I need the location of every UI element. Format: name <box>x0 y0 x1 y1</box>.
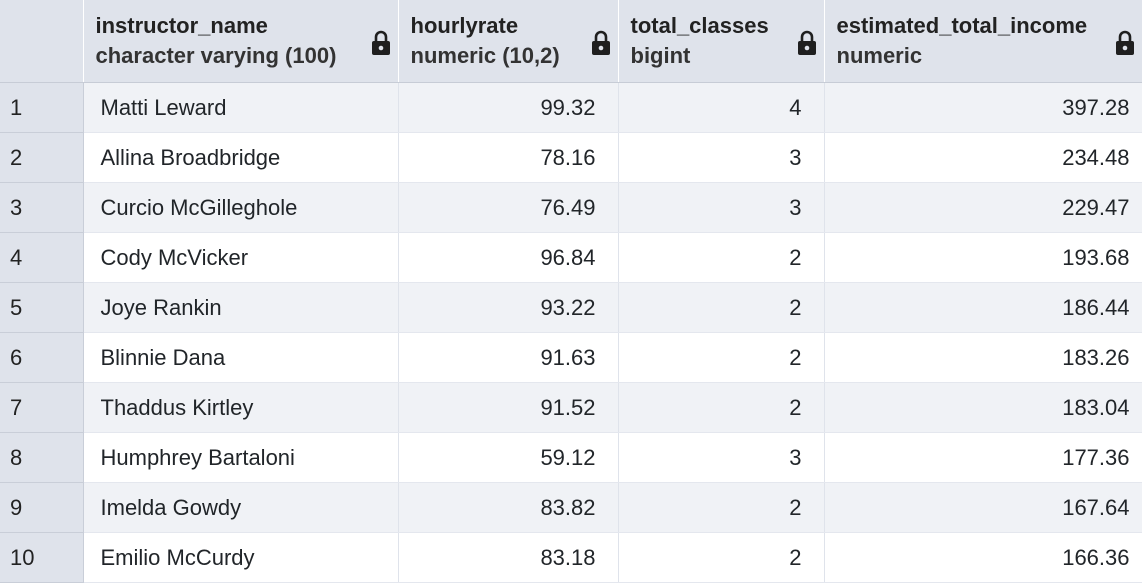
cell-instructor-name[interactable]: Humphrey Bartaloni <box>83 432 399 483</box>
column-header-estimated-total-income[interactable]: estimated_total_income numeric <box>824 0 1142 83</box>
row-number[interactable]: 3 <box>0 182 84 233</box>
cell-estimated-total-income[interactable]: 186.44 <box>824 282 1142 333</box>
table-body: 1 Matti Leward 99.32 4 397.28 2 Allina B… <box>0 82 1142 583</box>
row-number[interactable]: 1 <box>0 82 84 133</box>
cell-instructor-name[interactable]: Thaddus Kirtley <box>83 382 399 433</box>
cell-total-classes[interactable]: 3 <box>618 132 825 183</box>
column-name: hourlyrate <box>410 13 519 38</box>
row-number-header[interactable] <box>0 0 84 83</box>
table-row[interactable]: 4 Cody McVicker 96.84 2 193.68 <box>0 232 1142 283</box>
row-number[interactable]: 7 <box>0 382 84 433</box>
row-number[interactable]: 5 <box>0 282 84 333</box>
cell-instructor-name[interactable]: Matti Leward <box>83 82 399 133</box>
table-header: instructor_name character varying (100) … <box>0 0 1142 83</box>
table-row[interactable]: 5 Joye Rankin 93.22 2 186.44 <box>0 282 1142 333</box>
table-row[interactable]: 6 Blinnie Dana 91.63 2 183.26 <box>0 332 1142 383</box>
table-row[interactable]: 2 Allina Broadbridge 78.16 3 234.48 <box>0 132 1142 183</box>
cell-total-classes[interactable]: 2 <box>618 282 825 333</box>
cell-total-classes[interactable]: 4 <box>618 82 825 133</box>
cell-hourlyrate[interactable]: 91.63 <box>398 332 619 383</box>
cell-hourlyrate[interactable]: 76.49 <box>398 182 619 233</box>
cell-estimated-total-income[interactable]: 183.04 <box>824 382 1142 433</box>
header-row: instructor_name character varying (100) … <box>0 0 1142 83</box>
column-header-hourlyrate[interactable]: hourlyrate numeric (10,2) <box>398 0 619 83</box>
column-type: numeric (10,2) <box>410 43 560 68</box>
cell-instructor-name[interactable]: Emilio McCurdy <box>83 532 399 583</box>
cell-instructor-name[interactable]: Cody McVicker <box>83 232 399 283</box>
column-type: bigint <box>630 43 691 68</box>
cell-estimated-total-income[interactable]: 166.36 <box>824 532 1142 583</box>
cell-instructor-name[interactable]: Curcio McGilleghole <box>83 182 399 233</box>
row-number[interactable]: 6 <box>0 332 84 383</box>
cell-hourlyrate[interactable]: 83.18 <box>398 532 619 583</box>
column-type: character varying (100) <box>95 43 337 68</box>
cell-total-classes[interactable]: 2 <box>618 482 825 533</box>
lock-icon <box>1115 30 1134 55</box>
row-number[interactable]: 10 <box>0 532 84 583</box>
column-header-total-classes[interactable]: total_classes bigint <box>618 0 825 83</box>
column-name: estimated_total_income <box>836 13 1088 38</box>
cell-total-classes[interactable]: 3 <box>618 432 825 483</box>
table-row[interactable]: 10 Emilio McCurdy 83.18 2 166.36 <box>0 532 1142 583</box>
cell-instructor-name[interactable]: Blinnie Dana <box>83 332 399 383</box>
cell-total-classes[interactable]: 2 <box>618 382 825 433</box>
cell-hourlyrate[interactable]: 96.84 <box>398 232 619 283</box>
row-number[interactable]: 9 <box>0 482 84 533</box>
cell-total-classes[interactable]: 2 <box>618 532 825 583</box>
cell-hourlyrate[interactable]: 99.32 <box>398 82 619 133</box>
table-row[interactable]: 9 Imelda Gowdy 83.82 2 167.64 <box>0 482 1142 533</box>
cell-hourlyrate[interactable]: 83.82 <box>398 482 619 533</box>
lock-icon <box>591 30 610 55</box>
cell-estimated-total-income[interactable]: 167.64 <box>824 482 1142 533</box>
cell-estimated-total-income[interactable]: 193.68 <box>824 232 1142 283</box>
column-header-instructor-name[interactable]: instructor_name character varying (100) <box>83 0 399 83</box>
cell-estimated-total-income[interactable]: 177.36 <box>824 432 1142 483</box>
cell-total-classes[interactable]: 2 <box>618 332 825 383</box>
table-row[interactable]: 1 Matti Leward 99.32 4 397.28 <box>0 82 1142 133</box>
cell-total-classes[interactable]: 3 <box>618 182 825 233</box>
cell-hourlyrate[interactable]: 78.16 <box>398 132 619 183</box>
cell-instructor-name[interactable]: Allina Broadbridge <box>83 132 399 183</box>
row-number[interactable]: 4 <box>0 232 84 283</box>
cell-estimated-total-income[interactable]: 229.47 <box>824 182 1142 233</box>
column-name: instructor_name <box>95 13 268 38</box>
cell-hourlyrate[interactable]: 91.52 <box>398 382 619 433</box>
table-row[interactable]: 7 Thaddus Kirtley 91.52 2 183.04 <box>0 382 1142 433</box>
table-row[interactable]: 8 Humphrey Bartaloni 59.12 3 177.36 <box>0 432 1142 483</box>
lock-icon <box>371 30 390 55</box>
cell-total-classes[interactable]: 2 <box>618 232 825 283</box>
cell-hourlyrate[interactable]: 59.12 <box>398 432 619 483</box>
cell-instructor-name[interactable]: Joye Rankin <box>83 282 399 333</box>
cell-instructor-name[interactable]: Imelda Gowdy <box>83 482 399 533</box>
lock-icon <box>797 30 816 55</box>
cell-hourlyrate[interactable]: 93.22 <box>398 282 619 333</box>
row-number[interactable]: 2 <box>0 132 84 183</box>
column-type: numeric <box>836 43 923 68</box>
row-number[interactable]: 8 <box>0 432 84 483</box>
table-row[interactable]: 3 Curcio McGilleghole 76.49 3 229.47 <box>0 182 1142 233</box>
column-name: total_classes <box>630 13 769 38</box>
cell-estimated-total-income[interactable]: 234.48 <box>824 132 1142 183</box>
cell-estimated-total-income[interactable]: 397.28 <box>824 82 1142 133</box>
cell-estimated-total-income[interactable]: 183.26 <box>824 332 1142 383</box>
